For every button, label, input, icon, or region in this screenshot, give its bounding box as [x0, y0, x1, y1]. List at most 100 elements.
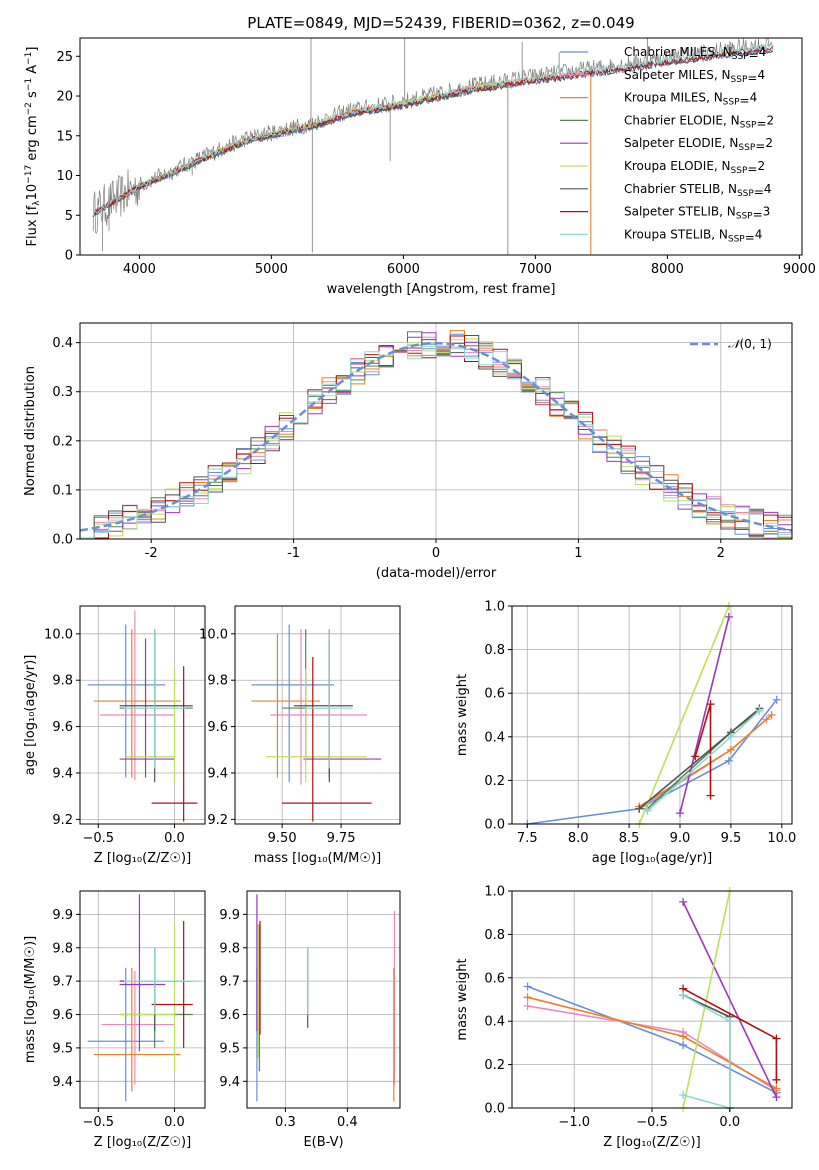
legend-entry: Salpeter MILES, NSSP=4: [624, 68, 765, 85]
legend-n: , N: [715, 45, 732, 59]
plus-marker: [679, 897, 688, 906]
legend-name: Chabrier ELODIE: [624, 113, 723, 127]
errorbar-point: [87, 967, 164, 1102]
errorbar-point: [93, 629, 181, 778]
y-tick-label: 9.4: [52, 1075, 73, 1090]
chart-mass-vs-Z: −0.5 0.0 9.4 9.5 9.6 9.7 9.8 9.9 Z [log₁₀(Z/Z☉)]…: [23, 890, 206, 1150]
legend-nssp: 4: [755, 227, 763, 241]
y-tick-label: 0.2: [484, 1058, 505, 1073]
errorbar-point: [251, 633, 320, 778]
legend-entry: Kroupa STELIB, NSSP=4: [624, 227, 762, 244]
legend-name: Chabrier STELIB: [624, 182, 720, 196]
legend-n: , N: [723, 113, 740, 127]
x-tick-label: 2: [717, 546, 725, 561]
ylabel-part: −2: [24, 102, 34, 115]
x-axis-label: mass [log₁₀(M/M☉)]: [254, 851, 381, 866]
plus-marker: [679, 1090, 688, 1099]
x-axis-label: age [log₁₀(age/yr)]: [592, 851, 713, 866]
legend-n: , N: [719, 205, 736, 219]
y-tick-label: 1.0: [484, 885, 505, 900]
legend-nssp: 4: [764, 182, 772, 196]
y-tick-label: 9.7: [52, 975, 73, 990]
y-tick-label: 9.5: [219, 1041, 240, 1056]
plus-marker: [706, 791, 715, 800]
legend-nssp: 4: [757, 68, 765, 82]
legend-name: Chabrier MILES: [624, 45, 715, 59]
axes-frame: [79, 605, 206, 825]
plus-marker: [679, 991, 688, 1000]
model-series-line: [92, 42, 774, 217]
legend-eq: =: [745, 230, 755, 244]
chart-weight-vs-Z: −1.0 −0.5 0.0 0.0 0.2 0.4 0.6 0.8 1.0 Z [log₁₀(Z/…: [455, 885, 793, 1150]
plus-marker: [679, 1041, 688, 1050]
errorbar-point: [101, 971, 175, 1085]
plus-marker: [772, 1034, 781, 1043]
x-axis-label: Z [log₁₀(Z/Z☉)]: [94, 1135, 191, 1150]
axes-frame: [511, 605, 793, 825]
legend-eq: =: [747, 162, 757, 176]
y-tick-label: 9.4: [52, 766, 73, 781]
y-tick-label: 0.8: [484, 643, 505, 658]
legend-name: Salpeter MILES: [624, 68, 714, 82]
x-tick-label: 5000: [255, 262, 288, 277]
errorbar-point: [265, 668, 367, 783]
y-tick-label: 9.9: [52, 908, 73, 923]
ylabel-part: s: [25, 91, 40, 102]
ylabel-part: erg cm: [25, 115, 40, 164]
histogram-series: [80, 345, 792, 539]
errorbar-point: [270, 629, 367, 785]
errorbar-point: [99, 610, 175, 780]
plus-marker: [724, 756, 733, 765]
legend-entry: Salpeter ELODIE, NSSP=2: [624, 136, 773, 153]
errorbar-point: [151, 921, 193, 1048]
ylabel-part: λ: [32, 200, 42, 206]
x-tick-label: −0.5: [83, 831, 115, 846]
errorbar-point: [119, 924, 176, 1072]
plus-marker: [643, 806, 652, 815]
x-tick-label: 8000: [651, 262, 684, 277]
plus-marker: [772, 695, 781, 704]
legend-nssp: 4: [759, 45, 767, 59]
plus-marker: [755, 706, 764, 715]
x-tick-label: −0.5: [83, 1115, 115, 1130]
y-axis-label: mass weight: [455, 674, 470, 756]
plus-marker: [725, 1017, 734, 1026]
plus-marker: [726, 732, 735, 741]
y-tick-label: 0.1: [52, 483, 73, 498]
x-tick-label: 6000: [387, 262, 420, 277]
legend-eq: =: [749, 48, 759, 62]
y-axis-label: age [log₁₀(age/yr)]: [23, 655, 38, 776]
legend-sub: SSP: [740, 120, 757, 130]
legend-eq: =: [756, 116, 766, 130]
x-tick-label: 0.0: [164, 1115, 185, 1130]
y-tick-label: 9.6: [207, 720, 228, 735]
y-tick-label: 0.0: [484, 1102, 505, 1117]
errorbar-point: [151, 666, 198, 822]
panels: PLATE=0849, MJD=52439, FIBERID=0362, z=0…: [23, 14, 816, 1150]
y-axis-label: Normed distribution: [23, 366, 38, 496]
x-tick-label: 0: [432, 546, 440, 561]
plus-marker: [691, 752, 700, 761]
y-tick-label: 0.4: [484, 1015, 505, 1030]
legend-sub: SSP: [723, 98, 740, 108]
y-tick-label: 0.3: [52, 385, 73, 400]
legend-eq: =: [740, 94, 750, 108]
y-tick-label: 9.5: [52, 1041, 73, 1056]
plus-marker: [726, 745, 735, 754]
legend-nssp: 2: [765, 136, 773, 150]
x-tick-label: 9.75: [327, 831, 356, 846]
legend-sub: SSP: [737, 189, 754, 199]
chart-age-vs-Z: −0.5 0.0 9.2 9.4 9.6 9.8 10.0 Z [log₁₀(Z/Z☉)] ag…: [23, 605, 206, 866]
x-tick-label: 1: [574, 546, 582, 561]
x-axis-label: (data-model)/error: [376, 566, 497, 581]
y-tick-label: 0.8: [484, 928, 505, 943]
y-tick-label: 15: [56, 129, 73, 144]
chart-weight-vs-age: 7.5 8.0 8.5 9.0 9.5 10.0 0.0 0.2 0.4 0.6 0.8 1.0 age…: [455, 600, 796, 867]
legend-n: , N: [714, 68, 731, 82]
y-axis-label: Flux [fλ10−17 erg cm−2 s−1 A−1]: [24, 47, 42, 247]
y-tick-label: 9.9: [219, 908, 240, 923]
legend-entry: Chabrier MILES, NSSP=4: [624, 45, 766, 62]
legend-sub: SSP: [732, 52, 749, 62]
